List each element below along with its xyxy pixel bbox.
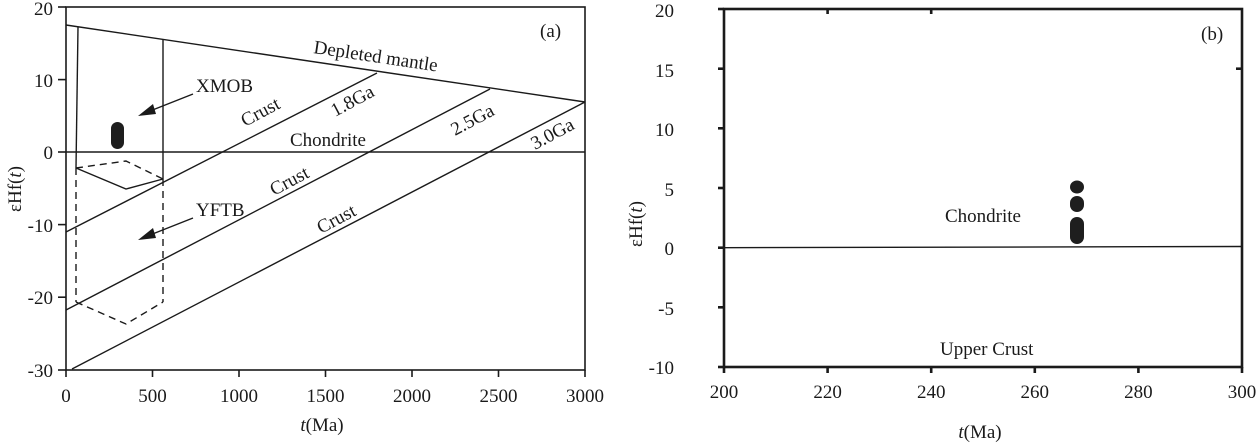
x-tick-label: 240	[917, 382, 946, 403]
panel-a-tag: (a)	[540, 21, 561, 42]
age-3.0ga-label: 3.0Ga	[527, 114, 578, 154]
y-tick-label: 10	[34, 71, 53, 92]
panel-b-x-axis-title: t(Ma)	[958, 422, 1001, 443]
panel-a-x-ticks	[65, 370, 586, 377]
x-tick-label: 1500	[307, 386, 345, 407]
panel-a-y-axis-title: εHf(t)	[5, 166, 26, 212]
panel-b-tag: (b)	[1201, 24, 1223, 45]
xmob-field	[75, 26, 164, 190]
x-tick-label: 2000	[393, 386, 431, 407]
panel-b-x-tick-labels: 200 220 240 260 280 300	[710, 382, 1257, 403]
panel-b-y-ticks	[718, 7, 1242, 369]
crust-1.8ga-line	[65, 72, 378, 233]
yftb-arrow	[138, 217, 194, 240]
chondrite-label: Chondrite	[290, 130, 366, 151]
x-tick-label: 2500	[480, 386, 518, 407]
yftb-label: YFTB	[196, 200, 245, 221]
x-tick-label: 3000	[566, 386, 604, 407]
y-tick-label: 20	[655, 1, 674, 22]
age-1.8ga-label: 1.8Ga	[327, 81, 378, 121]
y-tick-label: 20	[34, 0, 53, 20]
crust-label: Crust	[237, 93, 284, 131]
y-tick-label: 5	[665, 180, 675, 201]
crust-label: Crust	[313, 200, 360, 238]
x-tick-label: 200	[710, 382, 739, 403]
crust-3.0ga-line	[71, 101, 586, 370]
x-tick-label: 260	[1021, 382, 1050, 403]
x-tick-label: 0	[61, 386, 71, 407]
x-tick-label: 1000	[220, 386, 258, 407]
panel-b-x-ticks	[722, 9, 1244, 373]
data-point	[1070, 180, 1084, 194]
y-tick-label: -10	[649, 358, 674, 379]
xmob-arrow	[138, 93, 194, 116]
panel-b: 20 15 10 5 0 -5 -10 200 220 240 260 280	[626, 1, 1256, 443]
y-tick-label: -30	[28, 361, 53, 382]
chondrite-label: Chondrite	[945, 206, 1021, 227]
xmob-sample-points	[111, 122, 124, 149]
y-tick-label: -20	[28, 288, 53, 309]
x-tick-label: 500	[138, 386, 167, 407]
y-tick-label: 0	[665, 239, 675, 260]
y-tick-label: 15	[655, 61, 674, 82]
panel-a-y-tick-labels: 20 10 0 -10 -20 -30	[28, 0, 53, 382]
x-tick-label: 280	[1124, 382, 1153, 403]
panel-a-x-tick-labels: 0 500 1000 1500 2000 2500 3000	[61, 386, 604, 407]
yftb-field	[75, 160, 164, 325]
crust-label: Crust	[266, 162, 313, 200]
xmob-label: XMOB	[196, 76, 253, 97]
panel-b-y-tick-labels: 20 15 10 5 0 -5 -10	[649, 1, 674, 379]
age-2.5ga-label: 2.5Ga	[447, 100, 498, 140]
panel-a-y-ticks	[58, 6, 66, 371]
panel-a-x-axis-title: t(Ma)	[300, 415, 343, 436]
depleted-mantle-line	[65, 24, 586, 103]
sample-points	[1070, 180, 1084, 244]
y-tick-label: 10	[655, 120, 674, 141]
panel-b-y-axis-title: εHf(t)	[626, 201, 647, 247]
upper-crust-label: Upper Crust	[940, 339, 1034, 360]
data-point-cluster	[111, 122, 124, 149]
x-tick-label: 220	[813, 382, 842, 403]
panel-a-plot-frame	[65, 6, 586, 371]
panel-b-plot-frame	[722, 7, 1244, 369]
data-point-cluster	[1070, 217, 1084, 244]
crust-2.5ga-line	[65, 88, 491, 311]
chondrite-line	[723, 245, 1243, 249]
data-point-cluster	[1070, 196, 1084, 212]
y-tick-label: -5	[658, 299, 674, 320]
y-tick-label: -10	[28, 216, 53, 237]
panel-a: 20 10 0 -10 -20 -30 0 500 1000 1500 2000…	[5, 0, 604, 436]
x-tick-label: 300	[1228, 382, 1257, 403]
y-tick-label: 0	[44, 143, 54, 164]
